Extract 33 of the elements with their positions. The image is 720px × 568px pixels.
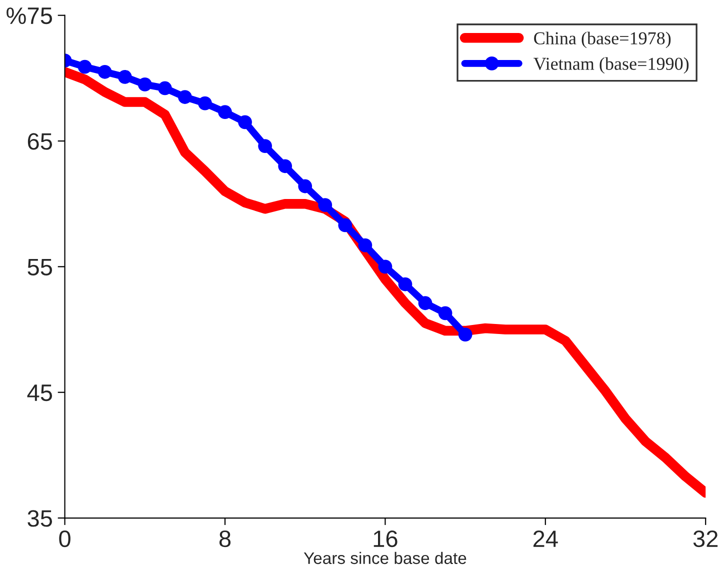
point (398, 277, 412, 292)
point (138, 78, 152, 92)
point (378, 260, 392, 274)
point (438, 306, 452, 320)
point (458, 328, 472, 342)
point (78, 60, 92, 74)
legend-label: China (base=1978) (534, 32, 671, 48)
point (338, 218, 352, 232)
point (178, 90, 192, 104)
y-tick-label: 55 (28, 258, 52, 276)
point (218, 105, 232, 120)
point (118, 70, 132, 84)
point (198, 96, 212, 110)
point (258, 139, 272, 153)
point (318, 198, 332, 212)
point (158, 81, 172, 96)
y-tick-label: 65 (28, 133, 52, 150)
point (278, 159, 292, 174)
y-tick-label: 45 (27, 384, 52, 402)
x-tick-label: 0 (59, 530, 70, 548)
x-tick-label: 32 (693, 530, 718, 548)
legend-label: Vietnam (base=1990) (534, 57, 689, 74)
x-tick-label: 16 (374, 530, 398, 548)
x-axis-title: Years since base date (304, 552, 466, 564)
point (238, 115, 252, 130)
point (358, 238, 372, 252)
y-tick-label: 35 (28, 510, 52, 527)
y-tick-label: %75 (6, 8, 52, 24)
x-tick-label: 24 (533, 530, 558, 547)
point (418, 296, 432, 310)
point (298, 179, 312, 194)
point (98, 64, 112, 79)
x-tick-label: 8 (219, 530, 231, 548)
